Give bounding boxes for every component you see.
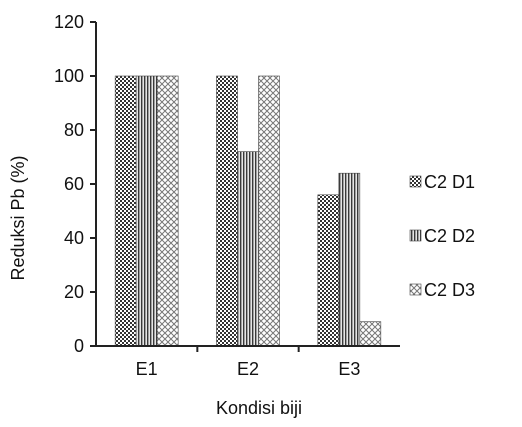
y-tick-label: 20 (64, 282, 84, 302)
axes (95, 22, 400, 347)
bar-c2-d1-e1 (114, 75, 137, 347)
legend: C2 D1 C2 D2 C2 D3 (409, 172, 475, 300)
legend-swatch (409, 175, 422, 188)
legend-item-c2-d3: C2 D3 (409, 280, 475, 300)
y-tick-label: 0 (74, 336, 84, 356)
bar-c2-d3-e3 (359, 321, 382, 347)
bars-group (114, 75, 382, 347)
bar-c2-d2-e2 (237, 151, 259, 347)
bar-c2-d3-e2 (258, 75, 280, 347)
bar-c2-d2-e1 (135, 75, 158, 347)
x-axis-title: Kondisi biji (216, 398, 302, 418)
bar-c2-d3-e1 (156, 75, 179, 347)
x-tick-label: E1 (136, 359, 158, 379)
x-tick-label: E2 (237, 359, 259, 379)
legend-label: C2 D1 (424, 172, 475, 192)
y-axis-title: Reduksi Pb (%) (8, 155, 28, 280)
bar-c2-d2-e3 (338, 172, 361, 347)
x-tick-label: E3 (338, 359, 360, 379)
y-tick-label: 100 (54, 66, 84, 86)
legend-swatch (409, 229, 422, 242)
y-tick-label: 40 (64, 228, 84, 248)
y-axis-ticks: 0 20 40 60 80 100 120 (54, 12, 96, 356)
bar-c2-d1-e2 (216, 75, 238, 347)
legend-label: C2 D2 (424, 226, 475, 246)
legend-item-c2-d2: C2 D2 (409, 226, 475, 246)
legend-item-c2-d1: C2 D1 (409, 172, 475, 192)
y-tick-label: 60 (64, 174, 84, 194)
x-axis-ticks: E1 E2 E3 (136, 346, 360, 379)
y-tick-label: 120 (54, 12, 84, 32)
y-tick-label: 80 (64, 120, 84, 140)
bar-c2-d1-e3 (317, 194, 340, 347)
legend-swatch (409, 283, 422, 296)
legend-label: C2 D3 (424, 280, 475, 300)
